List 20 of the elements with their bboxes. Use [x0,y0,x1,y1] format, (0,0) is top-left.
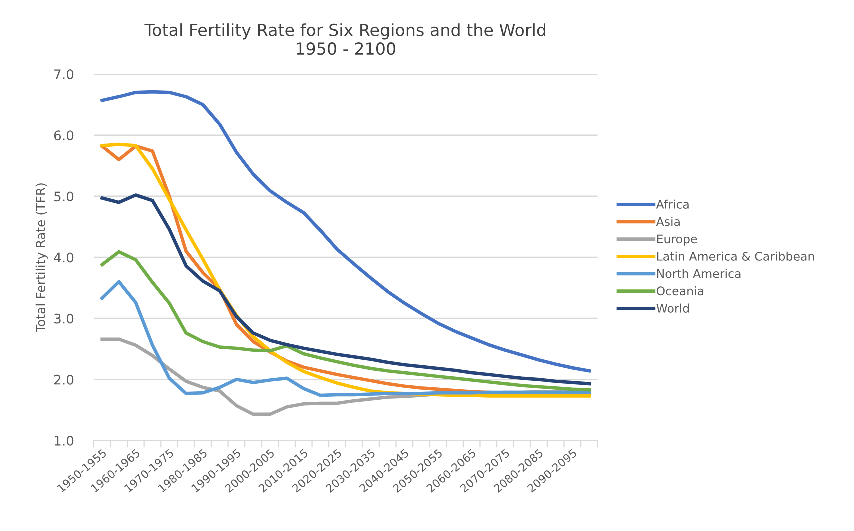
legend-label: Latin America & Caribbean [657,252,814,261]
y-tick-label: 6.0 [54,130,74,141]
legend-label: Africa [656,200,689,209]
line-series [100,250,592,392]
y-tick-label: 5.0 [54,192,74,202]
line-series [100,90,592,373]
legend-label: Asia [656,217,680,226]
legend-label: North America [657,269,741,278]
y-tick-label: 4.0 [54,252,74,263]
y-tick-label: 7.0 [54,70,74,80]
y-tick-label: 3.0 [54,314,74,324]
chart-title: Total Fertility Rate for Six Regions and the World 1950 - 2100 [144,24,546,56]
line-series [100,194,592,386]
y-tick-label: 2.0 [54,374,74,385]
y-tick-label: 1.0 [54,436,74,446]
legend-label: Oceania [656,286,704,296]
legend-label: Europe [657,234,698,246]
y-axis-title: Total Fertility Rate (TFR) [36,184,48,333]
legend-label: World [656,304,690,313]
line-series [100,280,592,398]
